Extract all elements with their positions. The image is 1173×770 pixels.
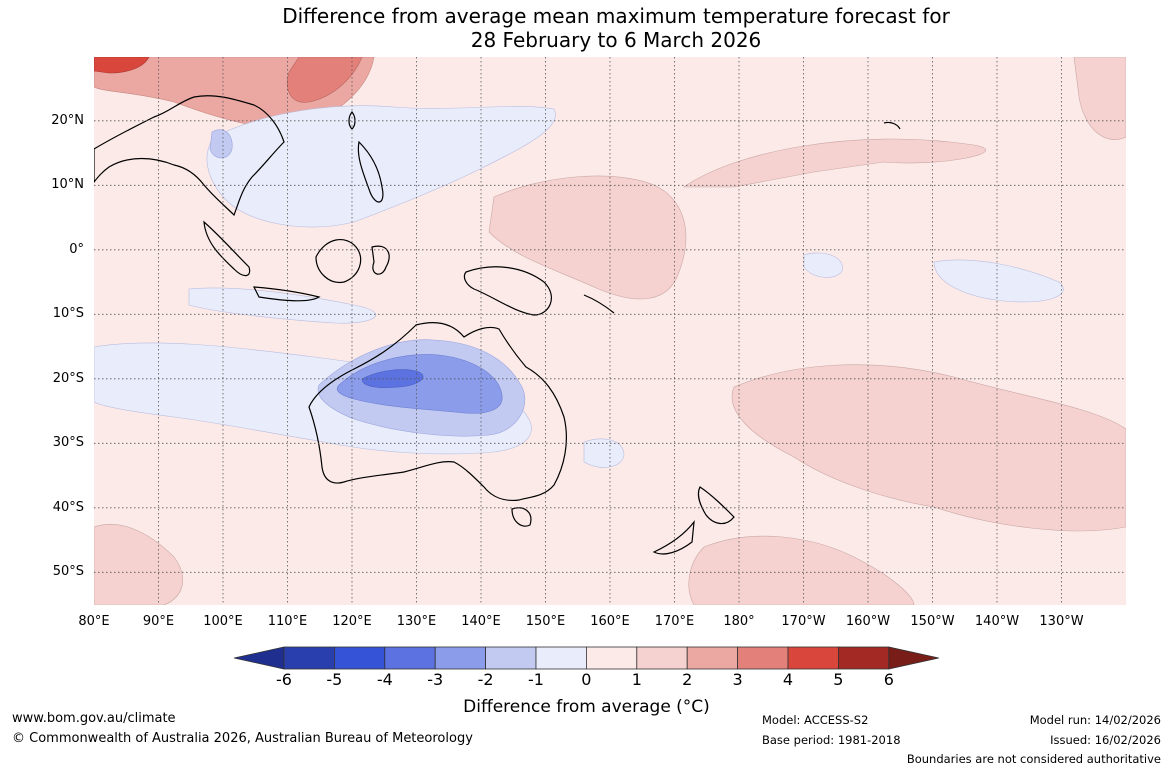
anomaly-region-cool-0-1	[803, 252, 843, 278]
anomaly-region-cool-0-1	[933, 259, 1064, 303]
coastline-philippines	[357, 140, 384, 203]
colorbar-tick-label: 0	[581, 670, 592, 689]
longitude-label: 180°	[723, 614, 755, 629]
latitude-label: 0°	[69, 241, 84, 257]
colorbar-segment	[838, 646, 890, 670]
latitude-label: 20°N	[51, 112, 84, 128]
coastline-solomon-islands	[583, 294, 615, 314]
anomaly-region-warm-1-2	[488, 175, 687, 300]
colorbar-segment	[686, 646, 739, 670]
colorbar-tick-label: -3	[427, 670, 444, 689]
longitude-label: 90°E	[142, 614, 175, 629]
anomaly-region-cool-0-1	[188, 287, 377, 324]
longitude-label: 170°W	[781, 614, 826, 629]
colorbar-tick-label: -6	[276, 670, 292, 689]
colorbar-segment	[737, 646, 789, 670]
coastline-asia-mainland	[94, 95, 285, 217]
graticule	[94, 57, 1126, 605]
longitude-label: 100°E	[203, 614, 243, 629]
colorbar-title: Difference from average (°C)	[463, 697, 710, 717]
colorbar-max-extension	[888, 646, 939, 670]
longitude-label: 130°W	[1039, 614, 1084, 629]
latitude-label: 20°S	[52, 370, 84, 386]
model-run-date: Model run: 14/02/2026	[1029, 713, 1161, 727]
longitude-label: 120°E	[332, 614, 372, 629]
boundaries-disclaimer: Boundaries are not considered authoritat…	[906, 752, 1161, 766]
latitude-label: 10°N	[51, 177, 84, 193]
colorbar-segment	[787, 646, 839, 670]
map-title: Difference from average mean maximum tem…	[0, 4, 1173, 52]
coastline-tasmania	[511, 507, 532, 527]
colorbar	[234, 646, 939, 670]
colorbar-tick-label: -5	[326, 670, 343, 689]
coastline-java	[252, 286, 321, 302]
anomaly-region-cool-3-4	[361, 369, 424, 389]
anomaly-region-warm-1-2	[683, 138, 987, 188]
colorbar-segment	[434, 646, 486, 670]
coastline-sumatra	[203, 220, 251, 277]
anomaly-region-warm-1-2	[94, 524, 183, 605]
colorbar-tick-label: 2	[682, 670, 693, 689]
longitude-label: 150°W	[910, 614, 955, 629]
coastline-australia	[308, 322, 567, 502]
latitude-label: 10°S	[52, 306, 84, 322]
coastlines	[94, 95, 901, 555]
latitude-label: 40°S	[52, 499, 84, 515]
coastline-new-guinea	[463, 266, 552, 316]
colorbar-tick-label: 6	[883, 670, 894, 689]
longitude-label: 160°W	[845, 614, 891, 629]
longitude-label: 170°E	[654, 614, 695, 629]
title-line-2: 28 February to 6 March 2026	[470, 28, 762, 52]
anomaly-region-cool-0-1	[583, 438, 625, 468]
model-name: Model: ACCESS-S2	[762, 713, 869, 727]
latitude-label: 50°S	[52, 564, 84, 580]
colorbar-segment	[535, 646, 587, 670]
colorbar-segment	[485, 646, 537, 670]
longitude-label: 150°E	[525, 614, 566, 629]
colorbar-segment	[334, 646, 386, 670]
anomaly-region-warm-1-2	[1073, 57, 1126, 140]
colorbar-segment	[384, 646, 436, 670]
latitude-label: 30°S	[52, 435, 84, 451]
colorbar-tick-label: 5	[833, 670, 844, 689]
coastline-sulawesi	[371, 245, 390, 275]
anomaly-region-warm-1-2	[731, 364, 1126, 532]
longitude-label: 80°E	[78, 614, 110, 629]
anomaly-region-warm-4-5	[94, 57, 150, 74]
copyright-text: © Commonwealth of Australia 2026, Austra…	[12, 731, 473, 746]
issued-date: Issued: 16/02/2026	[1050, 733, 1161, 747]
longitude-label: 110°E	[267, 614, 308, 629]
coastline-new-zealand-north	[697, 486, 735, 525]
longitude-label: 160°E	[590, 614, 630, 629]
colorbar-tick-label: 4	[782, 670, 794, 689]
longitude-label: 140°W	[974, 614, 1020, 629]
anomaly-region-cool-2-3	[336, 354, 503, 414]
colorbar-segment	[585, 646, 638, 670]
forecast-map	[94, 57, 1126, 605]
colorbar-tick-label: 1	[631, 670, 642, 689]
colorbar-min-extension	[234, 646, 285, 670]
website-link[interactable]: www.bom.gov.au/climate	[12, 711, 176, 726]
title-line-1: Difference from average mean maximum tem…	[282, 4, 950, 28]
anomaly-region-cool-1-2	[209, 129, 233, 159]
colorbar-tick-label: -2	[477, 670, 494, 689]
coastline-borneo	[315, 239, 362, 284]
longitude-label: 130°E	[396, 614, 437, 629]
colorbar-tick-label: -1	[528, 670, 544, 689]
anomaly-region-warm-1-2	[688, 535, 915, 605]
colorbar-tick-label: 3	[732, 670, 743, 689]
longitude-label: 140°E	[461, 614, 501, 629]
anomaly-region-cool-0-1	[206, 105, 556, 228]
colorbar-segment	[283, 646, 335, 670]
colorbar-tick-label: -4	[376, 670, 393, 689]
colorbar-segment	[636, 646, 688, 670]
coastline-new-zealand-south	[652, 519, 695, 555]
base-period: Base period: 1981-2018	[762, 733, 901, 747]
coastline-hawaii	[883, 121, 901, 130]
